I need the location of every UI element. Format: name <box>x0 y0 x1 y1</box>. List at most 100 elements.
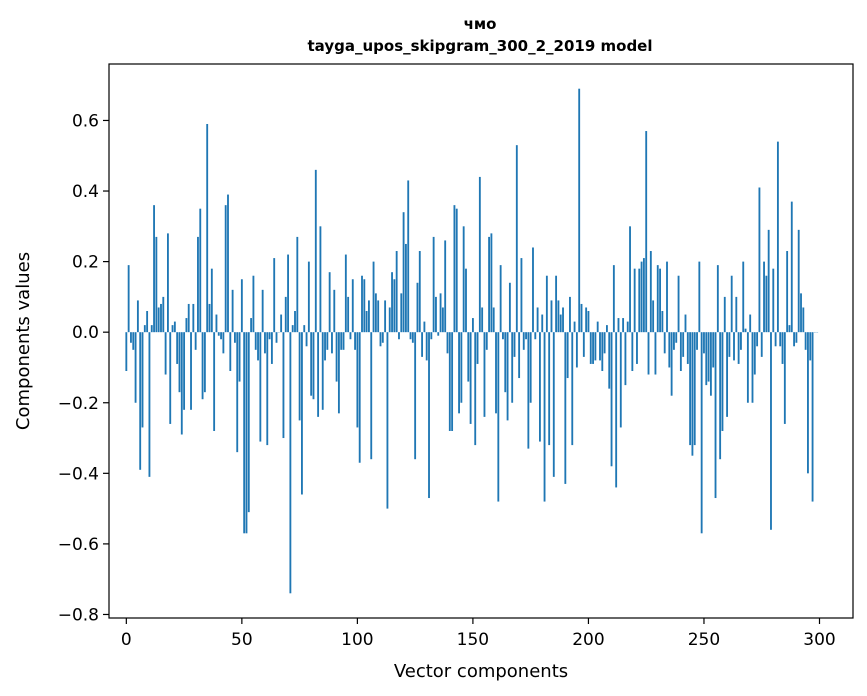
bar-253 <box>709 332 712 396</box>
bar-214 <box>619 332 622 428</box>
bar-78 <box>305 332 308 347</box>
bar-177 <box>534 332 537 340</box>
bar-243 <box>686 332 689 364</box>
bar-235 <box>668 332 671 368</box>
bar-123 <box>409 332 412 340</box>
bar-161 <box>497 332 500 502</box>
bar-288 <box>790 201 793 333</box>
bar-290 <box>795 332 798 343</box>
bar-198 <box>582 332 585 357</box>
bar-93 <box>340 332 343 350</box>
bar-22 <box>176 332 179 364</box>
bar-48 <box>236 332 239 453</box>
bar-118 <box>398 332 400 340</box>
bar-27 <box>187 303 190 333</box>
bar-248 <box>698 261 701 333</box>
bar-225 <box>645 131 648 333</box>
bar-165 <box>506 332 509 421</box>
bar-200 <box>587 311 590 333</box>
bar-114 <box>388 307 391 333</box>
bar-5 <box>136 300 139 333</box>
bar-227 <box>649 251 652 333</box>
bar-215 <box>622 318 625 333</box>
bar-111 <box>381 332 384 343</box>
bar-256 <box>716 265 719 333</box>
bar-190 <box>564 332 567 484</box>
bar-82 <box>314 169 317 333</box>
bar-46 <box>231 289 234 333</box>
bar-179 <box>539 332 541 442</box>
bar-112 <box>384 300 387 333</box>
bar-266 <box>740 332 742 350</box>
x-tick-label: 200 <box>572 630 604 650</box>
bar-96 <box>347 296 350 333</box>
bar-98 <box>351 279 354 333</box>
bar-50 <box>240 279 243 333</box>
bar-13 <box>155 236 158 333</box>
bar-94 <box>342 332 345 350</box>
bar-197 <box>580 303 583 333</box>
bar-125 <box>414 332 417 460</box>
bar-83 <box>317 332 320 417</box>
bar-21 <box>173 321 176 333</box>
bar-25 <box>183 332 186 410</box>
bar-186 <box>555 275 558 333</box>
bar-169 <box>515 145 518 333</box>
bar-247 <box>696 332 698 350</box>
bar-8 <box>143 325 146 333</box>
bar-205 <box>599 332 601 361</box>
bar-80 <box>310 332 313 396</box>
bar-207 <box>603 332 606 354</box>
bar-85 <box>321 332 324 410</box>
bar-101 <box>358 332 361 463</box>
bar-74 <box>296 236 299 333</box>
bar-31 <box>197 236 199 333</box>
bar-157 <box>488 236 491 333</box>
bar-257 <box>719 332 722 460</box>
bar-121 <box>404 243 407 333</box>
bar-230 <box>656 265 659 333</box>
bar-134 <box>435 296 437 333</box>
bar-223 <box>640 261 643 333</box>
bar-163 <box>502 332 504 340</box>
bar-265 <box>737 332 740 364</box>
bar-286 <box>786 251 789 333</box>
bar-53 <box>247 332 250 513</box>
bar-138 <box>444 240 447 333</box>
bar-69 <box>284 296 287 333</box>
bar-35 <box>206 123 209 333</box>
bar-206 <box>601 332 604 371</box>
bar-210 <box>610 332 613 467</box>
bar-176 <box>532 247 534 333</box>
bar-140 <box>448 332 451 431</box>
y-tick-label: 0.4 <box>72 182 99 202</box>
bar-97 <box>349 332 352 340</box>
bar-217 <box>626 321 629 333</box>
bar-167 <box>511 332 514 403</box>
bar-122 <box>407 180 410 333</box>
bar-106 <box>370 332 373 460</box>
bar-216 <box>624 332 627 386</box>
bar-150 <box>471 318 474 333</box>
bar-47 <box>234 332 236 343</box>
bar-116 <box>393 279 396 333</box>
bar-9 <box>146 311 149 333</box>
bar-171 <box>520 258 523 333</box>
y-tick-label: 0.2 <box>72 253 99 273</box>
bar-184 <box>550 300 553 333</box>
bar-285 <box>783 332 786 424</box>
bar-108 <box>374 293 377 333</box>
bar-291 <box>797 229 800 333</box>
bar-92 <box>337 332 340 414</box>
bar-259 <box>723 296 726 333</box>
bar-294 <box>804 332 807 350</box>
bar-255 <box>714 332 717 499</box>
bar-17 <box>164 332 167 375</box>
bar-189 <box>562 307 564 333</box>
bar-276 <box>763 261 765 333</box>
bar-297 <box>811 332 814 502</box>
y-axis-ticks: −0.8 −0.6 −0.4 −0.2 0.0 0.2 0.4 0.6 <box>58 111 109 625</box>
bar-126 <box>416 282 419 333</box>
bar-221 <box>636 332 638 364</box>
bar-24 <box>180 332 183 435</box>
